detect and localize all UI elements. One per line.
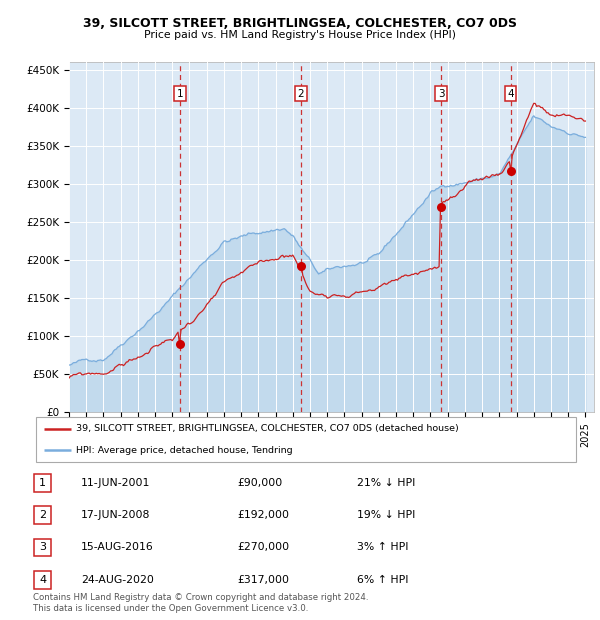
Text: HPI: Average price, detached house, Tendring: HPI: Average price, detached house, Tend… xyxy=(77,446,293,455)
FancyBboxPatch shape xyxy=(36,417,576,462)
Text: 21% ↓ HPI: 21% ↓ HPI xyxy=(357,478,415,488)
Text: 3: 3 xyxy=(39,542,46,552)
Text: 3% ↑ HPI: 3% ↑ HPI xyxy=(357,542,409,552)
Text: 6% ↑ HPI: 6% ↑ HPI xyxy=(357,575,409,585)
FancyBboxPatch shape xyxy=(34,474,51,492)
Text: £192,000: £192,000 xyxy=(237,510,289,520)
Text: Price paid vs. HM Land Registry's House Price Index (HPI): Price paid vs. HM Land Registry's House … xyxy=(144,30,456,40)
Text: 24-AUG-2020: 24-AUG-2020 xyxy=(81,575,154,585)
Text: 11-JUN-2001: 11-JUN-2001 xyxy=(81,478,151,488)
Text: Contains HM Land Registry data © Crown copyright and database right 2024.
This d: Contains HM Land Registry data © Crown c… xyxy=(33,593,368,613)
Text: 17-JUN-2008: 17-JUN-2008 xyxy=(81,510,151,520)
Text: 3: 3 xyxy=(438,89,445,99)
FancyBboxPatch shape xyxy=(34,539,51,556)
Text: £317,000: £317,000 xyxy=(237,575,289,585)
Text: 2: 2 xyxy=(298,89,304,99)
Text: 39, SILCOTT STREET, BRIGHTLINGSEA, COLCHESTER, CO7 0DS (detached house): 39, SILCOTT STREET, BRIGHTLINGSEA, COLCH… xyxy=(77,424,459,433)
Text: £90,000: £90,000 xyxy=(237,478,282,488)
FancyBboxPatch shape xyxy=(34,571,51,588)
Text: 4: 4 xyxy=(507,89,514,99)
Text: 15-AUG-2016: 15-AUG-2016 xyxy=(81,542,154,552)
Text: 2: 2 xyxy=(39,510,46,520)
FancyBboxPatch shape xyxy=(34,507,51,524)
Text: 1: 1 xyxy=(39,478,46,488)
Text: 1: 1 xyxy=(177,89,184,99)
Text: 19% ↓ HPI: 19% ↓ HPI xyxy=(357,510,415,520)
Text: 4: 4 xyxy=(39,575,46,585)
Text: 39, SILCOTT STREET, BRIGHTLINGSEA, COLCHESTER, CO7 0DS: 39, SILCOTT STREET, BRIGHTLINGSEA, COLCH… xyxy=(83,17,517,30)
Text: £270,000: £270,000 xyxy=(237,542,289,552)
